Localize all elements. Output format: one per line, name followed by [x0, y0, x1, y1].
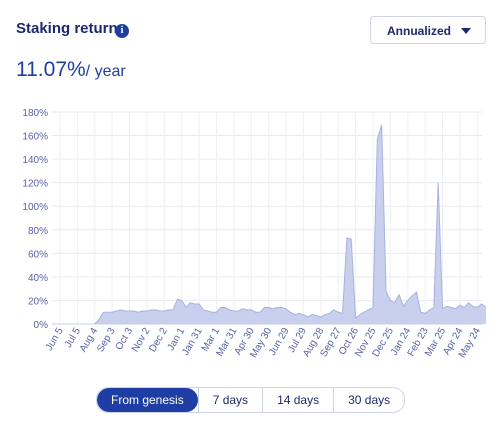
area [60, 124, 486, 324]
dropdown-label: Annualized [387, 24, 452, 38]
range-tabs: From genesis 7 days 14 days 30 days [96, 387, 406, 413]
title: Staking return [16, 20, 118, 37]
info-icon[interactable]: i [115, 24, 129, 38]
y-tick-label: 120% [22, 179, 48, 190]
x-tick-label: Dec 2 [147, 326, 170, 355]
return-unit: / year [85, 63, 126, 80]
summary: 11.07%/ year [16, 58, 126, 82]
y-tick-label: 80% [28, 226, 48, 237]
x-tick-label: Sep 3 [95, 326, 118, 355]
y-tick-label: 40% [28, 273, 48, 284]
range-tab[interactable]: 14 days [262, 388, 333, 412]
area-line [60, 124, 487, 325]
y-tick-label: 140% [22, 155, 48, 166]
range-tab[interactable]: 30 days [333, 388, 404, 412]
chart: 0%20%40%60%80%100%120%140%160%180%Jun 5J… [22, 108, 487, 360]
y-tick-label: 20% [28, 296, 48, 307]
range-tab[interactable]: 7 days [197, 388, 262, 412]
dropdown-arrow [461, 28, 471, 34]
y-tick-label: 60% [28, 249, 48, 260]
return-value: 11.07% [16, 58, 86, 81]
y-tick-label: 100% [22, 202, 48, 213]
y-tick-label: 160% [22, 132, 48, 143]
y-tick-label: 0% [34, 320, 49, 331]
y-tick-label: 180% [22, 108, 48, 119]
period-dropdown[interactable]: Annualized [370, 16, 486, 44]
range-tab[interactable]: From genesis [97, 388, 198, 412]
